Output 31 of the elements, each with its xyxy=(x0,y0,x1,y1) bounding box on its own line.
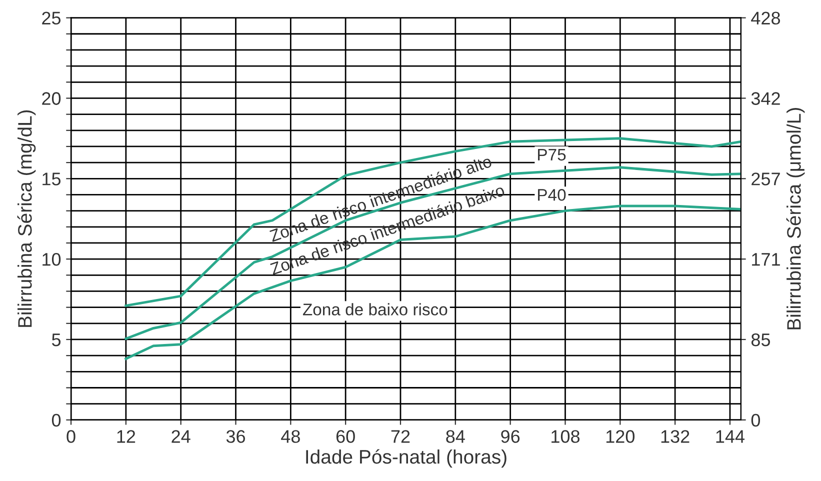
y2-tick-label: 0 xyxy=(751,414,760,427)
x-tick-label: 48 xyxy=(281,430,300,443)
x-tick-label: 24 xyxy=(172,430,190,443)
x-tick-label: 108 xyxy=(552,430,580,443)
x-tick-label: 36 xyxy=(226,430,246,443)
y-tick-label: 5 xyxy=(52,334,61,346)
y2-tick-label: 342 xyxy=(751,92,780,105)
x-tick-label: 12 xyxy=(117,430,136,443)
x-tick-label: 84 xyxy=(446,430,465,443)
x-tick-label: 132 xyxy=(661,430,690,443)
annotation: P40 xyxy=(538,189,566,201)
y2-tick-label: 171 xyxy=(752,253,780,266)
x-tick-label: 0 xyxy=(66,430,76,443)
x-tick-label: 60 xyxy=(336,430,355,443)
y-tick-label: 0 xyxy=(52,414,61,427)
y2-axis-title: Bilirrubina Sérica (μmol/L) xyxy=(786,108,805,330)
y-tick-label: 20 xyxy=(42,92,61,105)
y-axis-title: Bilirrubina Sérica (mg/dL) xyxy=(17,110,36,327)
y2-tick-label: 428 xyxy=(751,12,780,25)
y2-tick-label: 257 xyxy=(752,172,780,186)
y2-tick-label: 85 xyxy=(751,333,770,346)
y-tick-label: 10 xyxy=(42,253,61,266)
annotation: P75 xyxy=(538,148,566,161)
x-tick-label: 120 xyxy=(606,430,634,443)
x-tick-label: 144 xyxy=(716,430,745,443)
y-tick-label: 15 xyxy=(42,172,61,186)
x-axis-title: Idade Pós-natal (horas) xyxy=(306,449,506,468)
x-tick-label: 96 xyxy=(501,430,520,443)
x-tick-label: 72 xyxy=(391,430,410,443)
annotation: Zona de baixo risco xyxy=(302,303,448,316)
y-tick-label: 25 xyxy=(42,12,61,25)
